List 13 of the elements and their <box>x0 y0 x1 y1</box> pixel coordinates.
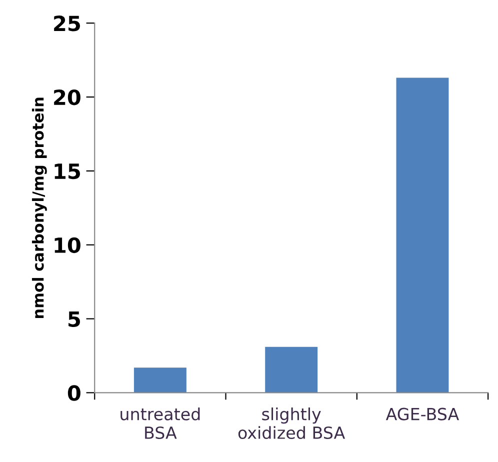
y-tick-label: 15 <box>54 164 80 180</box>
y-tick-label: 0 <box>68 385 80 401</box>
y-tick-label: 5 <box>68 312 80 327</box>
x-tick-label: slightly oxidized BSA <box>238 407 346 440</box>
bar <box>396 78 449 393</box>
y-tick-label: 10 <box>54 237 80 254</box>
bar <box>265 346 318 393</box>
y-axis-title: nmol carbonyl/mg protein <box>32 98 47 318</box>
y-tick-label: 20 <box>54 89 80 106</box>
bar <box>134 368 186 393</box>
y-tick-label: 25 <box>54 16 80 32</box>
x-tick-label: AGE-BSA <box>386 408 460 420</box>
x-tick-label: untreated BSA <box>120 407 200 440</box>
